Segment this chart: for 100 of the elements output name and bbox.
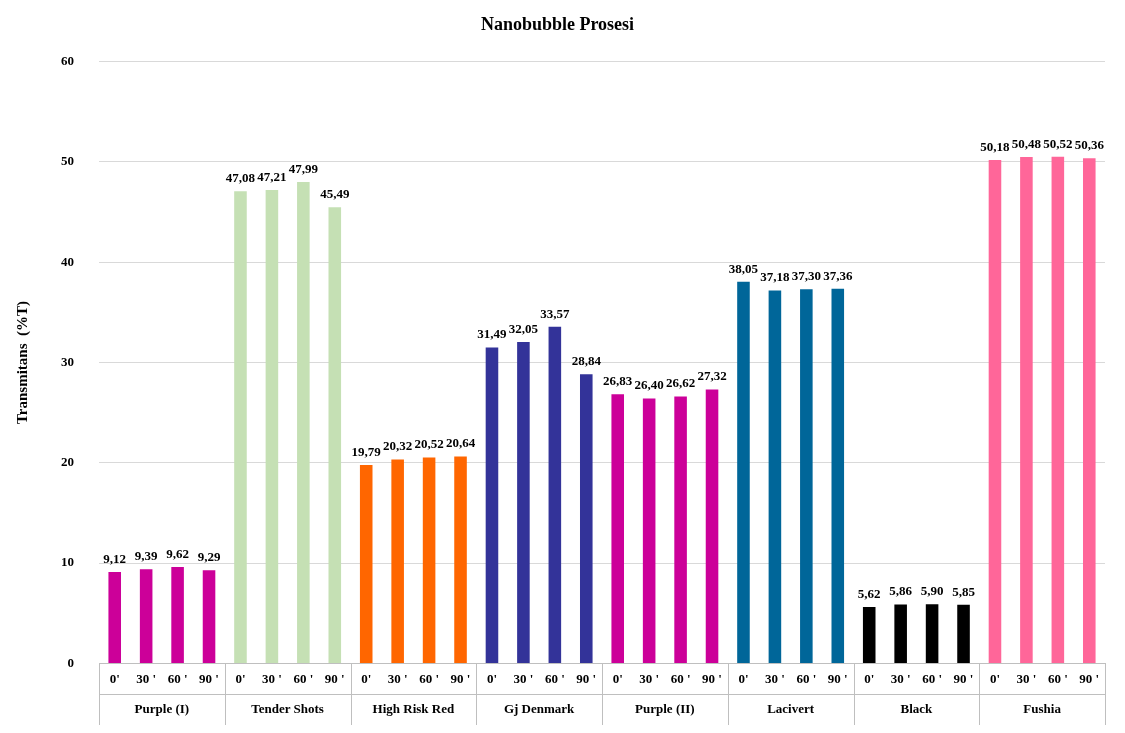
y-tick-label: 50 <box>61 153 74 169</box>
bar <box>1082 158 1096 663</box>
y-tick-label: 0 <box>67 654 74 670</box>
data-label: 5,85 <box>952 583 976 599</box>
bar <box>705 389 719 663</box>
bar <box>674 396 687 663</box>
text: Lacivert <box>767 701 815 717</box>
y-axis-title: Transmitans (%T) <box>13 300 31 425</box>
data-label: 20,64 <box>445 435 476 451</box>
bar <box>831 288 845 663</box>
data-label: 50,18 <box>980 138 1011 154</box>
x-tick-label: 90 ' <box>953 670 974 686</box>
data-label: 9,12 <box>103 550 127 566</box>
bar <box>1051 156 1065 663</box>
x-tick-label: 30 ' <box>136 670 157 686</box>
bar <box>108 571 122 663</box>
data-label: 5,90 <box>920 583 944 599</box>
bar <box>768 290 782 663</box>
x-tick-label: 60 ' <box>1047 670 1068 686</box>
x-tick-label: 60 ' <box>922 670 943 686</box>
bar <box>517 341 530 663</box>
bar <box>925 604 939 663</box>
data-label: 26,40 <box>634 377 664 393</box>
text: High Risk Red <box>372 701 455 717</box>
data-label: 9,62 <box>166 545 189 561</box>
bar <box>579 374 593 663</box>
x-tick-label: 30 ' <box>387 670 408 686</box>
x-tick-label: 90 ' <box>1079 670 1100 686</box>
x-tick-label: 60 ' <box>293 670 314 686</box>
data-label: 32,05 <box>508 320 539 336</box>
x-tick-label: 0' <box>361 670 372 686</box>
data-label: 28,84 <box>571 352 602 368</box>
x-tick-label: 0' <box>989 670 1001 686</box>
x-tick-label: 30 ' <box>764 670 785 686</box>
x-tick-label: 90 ' <box>827 670 848 686</box>
x-tick-label: 30 ' <box>513 670 534 686</box>
data-label: 19,79 <box>351 443 382 459</box>
y-tick-label: 40 <box>61 253 74 269</box>
data-label: 26,62 <box>665 375 696 391</box>
data-label: 50,36 <box>1074 137 1105 153</box>
bar <box>800 289 813 663</box>
data-label: 26,83 <box>603 373 633 389</box>
bar <box>737 281 750 663</box>
bar <box>297 182 310 663</box>
data-label: 37,30 <box>791 268 821 284</box>
text: Black <box>900 701 934 717</box>
bar <box>1020 157 1033 663</box>
x-tick-label: 0' <box>864 670 875 686</box>
data-label: 9,29 <box>197 549 221 565</box>
bar <box>171 566 184 663</box>
text: Purple (I) <box>134 701 190 717</box>
x-tick-label: 90 ' <box>576 670 597 686</box>
x-tick-label: 90 ' <box>199 670 219 686</box>
x-tick-label: 90 ' <box>702 670 722 686</box>
x-tick-label: 30 ' <box>1016 670 1037 686</box>
x-tick-label: 60 ' <box>167 670 188 686</box>
y-tick-label: 60 <box>61 52 74 68</box>
data-label: 47,99 <box>288 160 319 176</box>
x-tick-label: 90 ' <box>324 670 345 686</box>
data-label: 5,86 <box>889 583 913 599</box>
text: Gj Denmark <box>503 701 576 717</box>
bar <box>202 570 216 663</box>
bar <box>485 347 499 663</box>
x-tick-label: 0' <box>235 670 246 686</box>
x-tick-label: 0' <box>486 670 498 686</box>
text: Tender Shots <box>251 701 324 717</box>
data-label: 47,21 <box>257 168 287 184</box>
data-label: 37,18 <box>760 269 791 285</box>
data-label: 5,62 <box>857 585 881 601</box>
data-label: 20,32 <box>383 438 413 454</box>
data-label: 9,39 <box>134 548 159 564</box>
data-label: 50,52 <box>1043 135 1073 151</box>
bar <box>862 607 876 663</box>
data-label: 33,57 <box>540 305 570 321</box>
bar <box>611 394 625 663</box>
y-tick-label: 30 <box>61 353 74 369</box>
x-tick-label: 90 ' <box>450 670 471 686</box>
y-tick-label: 10 <box>61 554 74 570</box>
bar <box>454 456 467 663</box>
bar <box>642 398 656 663</box>
x-tick-label: 60 ' <box>544 670 565 686</box>
x-tick-label: 60 ' <box>796 670 817 686</box>
x-tick-label: 60 ' <box>419 670 440 686</box>
y-tick-label: 20 <box>61 454 74 470</box>
x-tick-label: 0' <box>738 670 749 686</box>
bar <box>988 160 1002 663</box>
bar <box>422 457 436 663</box>
data-label: 20,52 <box>414 436 444 452</box>
x-tick-label: 0' <box>612 670 623 686</box>
text: Purple (II) <box>635 701 695 717</box>
data-label: 38,05 <box>728 260 759 276</box>
x-tick-label: 30 ' <box>639 670 660 686</box>
x-tick-label: 30 ' <box>890 670 911 686</box>
x-tick-label: 30 ' <box>261 670 282 686</box>
chart-title: Nanobubble Prosesi <box>480 14 635 35</box>
data-label: 45,49 <box>320 185 350 201</box>
data-label: 47,08 <box>225 170 256 186</box>
bar <box>328 207 342 663</box>
data-label: 27,32 <box>697 368 727 384</box>
bar <box>359 464 373 663</box>
